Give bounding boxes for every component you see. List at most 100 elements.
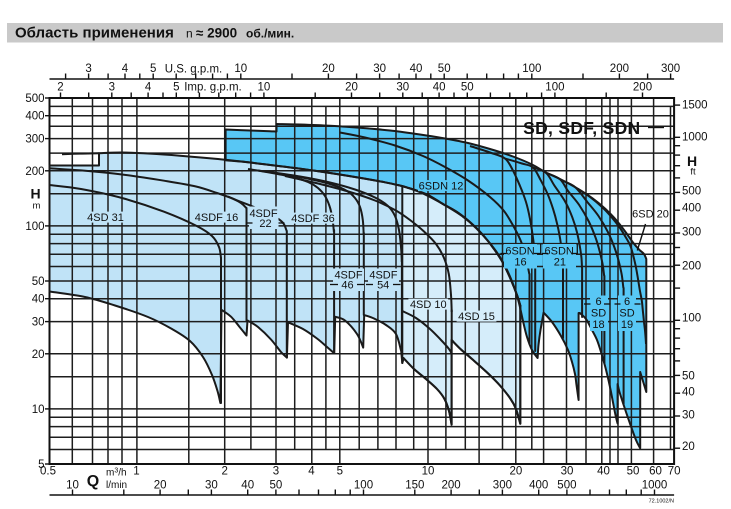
svg-text:3: 3 — [85, 63, 91, 75]
svg-text:100: 100 — [682, 313, 701, 325]
svg-text:50: 50 — [627, 466, 640, 478]
svg-text:2: 2 — [57, 82, 63, 94]
svg-text:300: 300 — [493, 480, 512, 492]
svg-text:n: n — [186, 27, 193, 41]
svg-text:10: 10 — [234, 63, 247, 75]
svg-text:500: 500 — [682, 186, 701, 198]
svg-text:4SDF: 4SDF — [249, 208, 277, 220]
svg-text:об./мин.: об./мин. — [246, 27, 294, 41]
svg-text:4SDF: 4SDF — [369, 270, 397, 282]
svg-text:20: 20 — [322, 63, 335, 75]
svg-text:46: 46 — [341, 280, 353, 292]
svg-text:300: 300 — [661, 63, 680, 75]
svg-text:40: 40 — [433, 82, 446, 94]
svg-text:Imp. g.p.m.: Imp. g.p.m. — [184, 82, 242, 94]
svg-text:0.5: 0.5 — [40, 466, 56, 478]
svg-text:100: 100 — [545, 82, 564, 94]
svg-text:4SDF: 4SDF — [334, 270, 362, 282]
svg-text:40: 40 — [410, 63, 423, 75]
svg-text:50: 50 — [438, 63, 451, 75]
svg-text:30: 30 — [32, 317, 45, 329]
svg-text:≈ 2900: ≈ 2900 — [196, 26, 237, 41]
svg-text:3: 3 — [109, 82, 115, 94]
svg-text:150: 150 — [405, 480, 424, 492]
svg-text:4SD 10: 4SD 10 — [410, 299, 447, 311]
svg-text:4: 4 — [308, 466, 315, 478]
svg-text:1000: 1000 — [682, 132, 708, 144]
svg-text:4SDF 16: 4SDF 16 — [195, 212, 238, 224]
svg-text:100: 100 — [522, 63, 541, 75]
svg-text:72.1002/N: 72.1002/N — [649, 499, 674, 505]
svg-text:30: 30 — [396, 82, 409, 94]
svg-text:10: 10 — [32, 404, 45, 416]
svg-text:4: 4 — [145, 82, 152, 94]
svg-text:20: 20 — [345, 82, 358, 94]
svg-text:30: 30 — [561, 466, 574, 478]
svg-text:1500: 1500 — [682, 100, 708, 112]
svg-text:400: 400 — [682, 203, 701, 215]
svg-text:40: 40 — [682, 387, 695, 399]
svg-text:16: 16 — [514, 257, 526, 269]
svg-text:20: 20 — [682, 441, 695, 453]
svg-text:5: 5 — [337, 466, 343, 478]
svg-text:70: 70 — [668, 466, 681, 478]
svg-text:6SDN: 6SDN — [505, 246, 534, 258]
svg-text:5: 5 — [173, 82, 179, 94]
svg-text:500: 500 — [557, 480, 576, 492]
svg-text:3: 3 — [273, 466, 279, 478]
svg-text:400: 400 — [25, 111, 44, 123]
svg-text:21: 21 — [554, 257, 566, 269]
svg-text:H: H — [687, 153, 697, 169]
svg-text:100: 100 — [354, 480, 373, 492]
svg-text:30: 30 — [373, 63, 386, 75]
svg-text:300: 300 — [682, 227, 701, 239]
svg-text:Q: Q — [87, 473, 99, 490]
svg-text:SD, SDF, SDN: SD, SDF, SDN — [523, 118, 640, 138]
svg-text:SD: SD — [619, 308, 634, 320]
svg-text:400: 400 — [529, 480, 548, 492]
svg-text:50: 50 — [461, 82, 474, 94]
svg-text:ft: ft — [690, 167, 696, 178]
svg-text:54: 54 — [377, 280, 389, 292]
svg-text:Область применения: Область применения — [15, 25, 174, 42]
svg-text:22: 22 — [259, 218, 271, 230]
svg-text:4: 4 — [122, 63, 129, 75]
svg-text:200: 200 — [25, 166, 44, 178]
svg-text:SD: SD — [591, 308, 606, 320]
svg-text:10: 10 — [422, 466, 435, 478]
svg-text:300: 300 — [25, 134, 44, 146]
svg-text:4SD 31: 4SD 31 — [87, 212, 124, 224]
svg-text:U.S. g.p.m.: U.S. g.p.m. — [165, 64, 223, 76]
svg-text:500: 500 — [25, 93, 44, 105]
svg-text:19: 19 — [621, 319, 633, 331]
svg-text:200: 200 — [682, 260, 701, 272]
svg-text:30: 30 — [682, 410, 695, 422]
svg-text:200: 200 — [610, 63, 629, 75]
svg-text:60: 60 — [649, 466, 662, 478]
svg-text:50: 50 — [682, 370, 695, 382]
svg-text:40: 40 — [32, 294, 45, 306]
svg-text:20: 20 — [154, 480, 167, 492]
svg-text:6SD 20: 6SD 20 — [632, 209, 669, 221]
svg-text:l/min: l/min — [106, 480, 127, 491]
svg-text:40: 40 — [241, 480, 254, 492]
svg-text:1: 1 — [133, 466, 139, 478]
svg-text:4SDF 36: 4SDF 36 — [291, 213, 334, 225]
svg-text:m3/h: m3/h — [106, 468, 127, 479]
svg-text:200: 200 — [442, 480, 461, 492]
svg-text:200: 200 — [633, 82, 652, 94]
svg-text:6: 6 — [595, 296, 601, 308]
svg-text:10: 10 — [258, 82, 271, 94]
svg-text:6SDN 12: 6SDN 12 — [419, 181, 464, 193]
svg-text:2: 2 — [221, 466, 227, 478]
svg-text:20: 20 — [510, 466, 523, 478]
svg-text:30: 30 — [205, 480, 218, 492]
svg-text:100: 100 — [25, 221, 44, 233]
svg-text:1000: 1000 — [642, 480, 668, 492]
svg-text:m: m — [33, 201, 41, 212]
svg-text:50: 50 — [270, 480, 283, 492]
svg-text:6: 6 — [624, 296, 630, 308]
svg-text:5: 5 — [150, 63, 156, 75]
svg-text:40: 40 — [597, 466, 610, 478]
svg-text:20: 20 — [32, 349, 45, 361]
